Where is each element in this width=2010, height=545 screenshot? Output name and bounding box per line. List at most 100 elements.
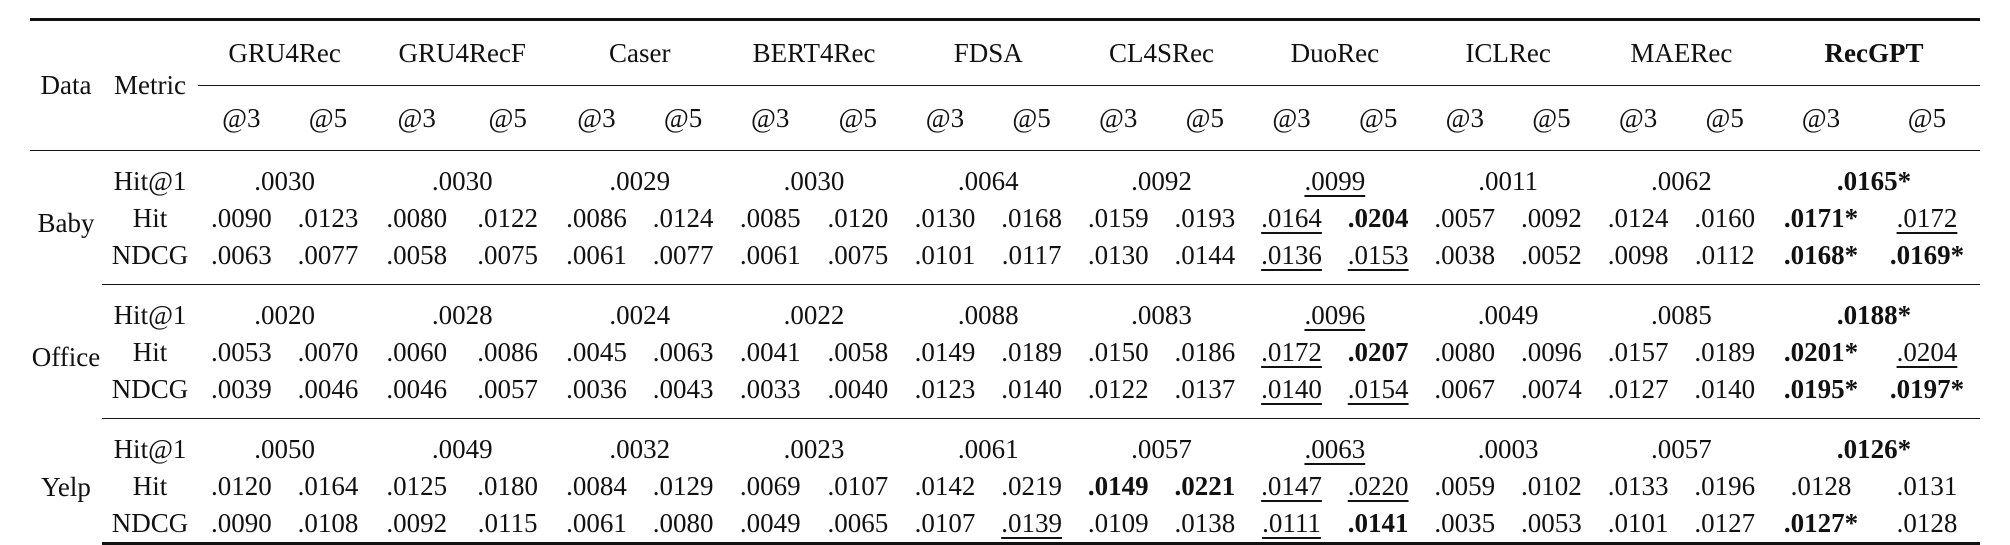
table-cell: .0040 xyxy=(814,371,902,419)
table-cell: .0030 xyxy=(371,150,554,200)
table-cell: .0137 xyxy=(1161,371,1249,419)
metric-label: Hit@1 xyxy=(113,434,187,464)
metric-column-header: Metric xyxy=(102,18,198,151)
cutoff-3: @3 xyxy=(925,102,965,133)
table-cell: .0057 xyxy=(1434,203,1496,233)
table-cell: .0127* xyxy=(1768,505,1874,545)
table-cell: .0168* xyxy=(1768,237,1874,285)
table-cell: .0127 xyxy=(1594,371,1682,419)
dataset-label-office: Office xyxy=(31,342,101,372)
table-cell: .0140 xyxy=(1681,371,1769,419)
metric-label: NDCG xyxy=(102,237,198,285)
cutoff-5: @5 xyxy=(1358,102,1398,133)
table-cell: .0049 xyxy=(1477,300,1539,330)
table-cell: .0108 xyxy=(284,505,372,545)
table-cell: .0120 xyxy=(210,471,272,501)
table-cell: .0102 xyxy=(1521,471,1582,501)
model-header-recgpt: RecGPT xyxy=(1768,18,1980,86)
table-cell: .0049 xyxy=(431,434,493,464)
table-cell: .0123 xyxy=(901,371,989,419)
table-cell: .0003 xyxy=(1477,434,1539,464)
table-cell: .0207 xyxy=(1347,337,1409,367)
table-cell: .0147 xyxy=(1261,471,1322,501)
table-cell: .0122 xyxy=(477,203,539,233)
table-cell: .0120 xyxy=(827,203,889,233)
table-cell: .0086 xyxy=(477,337,539,367)
table-cell: .0036 xyxy=(553,371,640,419)
table-cell: .0125 xyxy=(386,471,448,501)
table-row: Hit .0120 .0164 .0125 .0180 .0084 .0129 .00… xyxy=(30,468,1980,505)
cutoff-3: @3 xyxy=(222,102,261,133)
cutoff-3: @3 xyxy=(1099,102,1138,133)
table-cell: .0204 xyxy=(1347,203,1409,233)
table-cell: .0049 xyxy=(726,505,814,545)
table-cell: .0201* xyxy=(1783,337,1859,367)
table-cell: .0077 xyxy=(284,237,372,285)
table-cell: .0195* xyxy=(1768,371,1874,419)
cutoff-5: @5 xyxy=(1185,102,1225,133)
table-cell: .0124 xyxy=(1607,203,1669,233)
cutoff-3: @3 xyxy=(577,102,616,133)
metric-label: NDCG xyxy=(102,505,198,545)
table-cell: .0075 xyxy=(462,237,554,285)
table-cell: .0057 xyxy=(1131,434,1192,464)
table-cell: .0070 xyxy=(297,337,359,367)
table-cell: .0088 xyxy=(957,300,1019,330)
table-cell: .0035 xyxy=(1421,505,1509,545)
table-cell: .0099 xyxy=(1248,150,1422,200)
table-cell: .0141 xyxy=(1334,505,1422,545)
table-cell: .0140 xyxy=(988,371,1075,419)
table-cell: .0101 xyxy=(1594,505,1682,545)
table-cell: .0164 xyxy=(297,471,359,501)
table-cell: .0157 xyxy=(1607,337,1669,367)
table-cell: .0123 xyxy=(297,203,359,233)
table-cell: .0096 xyxy=(1521,337,1582,367)
metric-label: Hit@1 xyxy=(102,150,198,200)
table-cell: .0188* xyxy=(1836,300,1912,330)
cutoff-3: @3 xyxy=(397,102,436,133)
table-cell: .0096 xyxy=(1304,300,1366,330)
table-cell: .0061 xyxy=(553,237,640,285)
table-row: NDCG .0063.0077 .0058.0075 .0061.0077 .0… xyxy=(30,237,1980,285)
table-row: Baby Hit@1 .0030 .0030 .0029 .0030 .0064… xyxy=(30,150,1980,285)
table-cell: .0085 xyxy=(739,203,801,233)
table-cell: .0046 xyxy=(371,371,463,419)
table-cell: .0061 xyxy=(726,237,814,285)
header-row-cutoffs: @3 @5 @3 @5 @3 @5 @3 @5 @3 @5 @3 @5 @3 @5 @3 @5 … xyxy=(30,86,1980,151)
table-cell: .0196 xyxy=(1694,471,1756,501)
table-cell: .0024 xyxy=(609,300,671,330)
table-cell: .0065 xyxy=(814,505,902,545)
table-cell: .0189 xyxy=(1694,337,1756,367)
table-cell: .0130 xyxy=(914,203,976,233)
table-cell: .0193 xyxy=(1174,203,1236,233)
table-cell: .0098 xyxy=(1594,237,1682,285)
table-cell: .0126* xyxy=(1836,434,1912,464)
table-cell: .0057 xyxy=(1651,434,1712,464)
table-cell: .0064 xyxy=(901,150,1075,200)
table-cell: .0067 xyxy=(1421,371,1509,419)
table-cell: .0050 xyxy=(254,434,316,464)
cutoff-3: @3 xyxy=(751,102,790,133)
model-header-duorec: DuoRec xyxy=(1248,18,1422,86)
table-cell: .0221 xyxy=(1174,471,1236,501)
table-cell: .0129 xyxy=(652,471,714,501)
table-row: Hit .0090 .0123 .0080 .0122 .0086 .0124 .00… xyxy=(30,200,1980,237)
table-cell: .0107 xyxy=(901,505,989,545)
table-cell: .0128 xyxy=(1873,505,1980,545)
table-cell: .0032 xyxy=(609,434,671,464)
table-cell: .0149 xyxy=(1087,471,1149,501)
header-row-models: Data Metric GRU4Rec GRU4RecF Caser BERT4… xyxy=(30,18,1980,151)
metric-label: Hit xyxy=(132,203,168,233)
table-cell: .0074 xyxy=(1508,371,1595,419)
cutoff-5: @5 xyxy=(1012,102,1051,133)
table-cell: .0144 xyxy=(1161,237,1249,285)
table-cell: .0086 xyxy=(566,203,627,233)
table-cell: .0058 xyxy=(827,337,889,367)
model-header-bert4rec: BERT4Rec xyxy=(726,18,902,86)
table-cell: .0124 xyxy=(652,203,714,233)
table-cell: .0058 xyxy=(371,237,463,285)
table-cell: .0133 xyxy=(1607,471,1669,501)
table-cell: .0186 xyxy=(1174,337,1236,367)
table-cell: .0030 xyxy=(726,150,902,200)
table-cell: .0092 xyxy=(1521,203,1582,233)
